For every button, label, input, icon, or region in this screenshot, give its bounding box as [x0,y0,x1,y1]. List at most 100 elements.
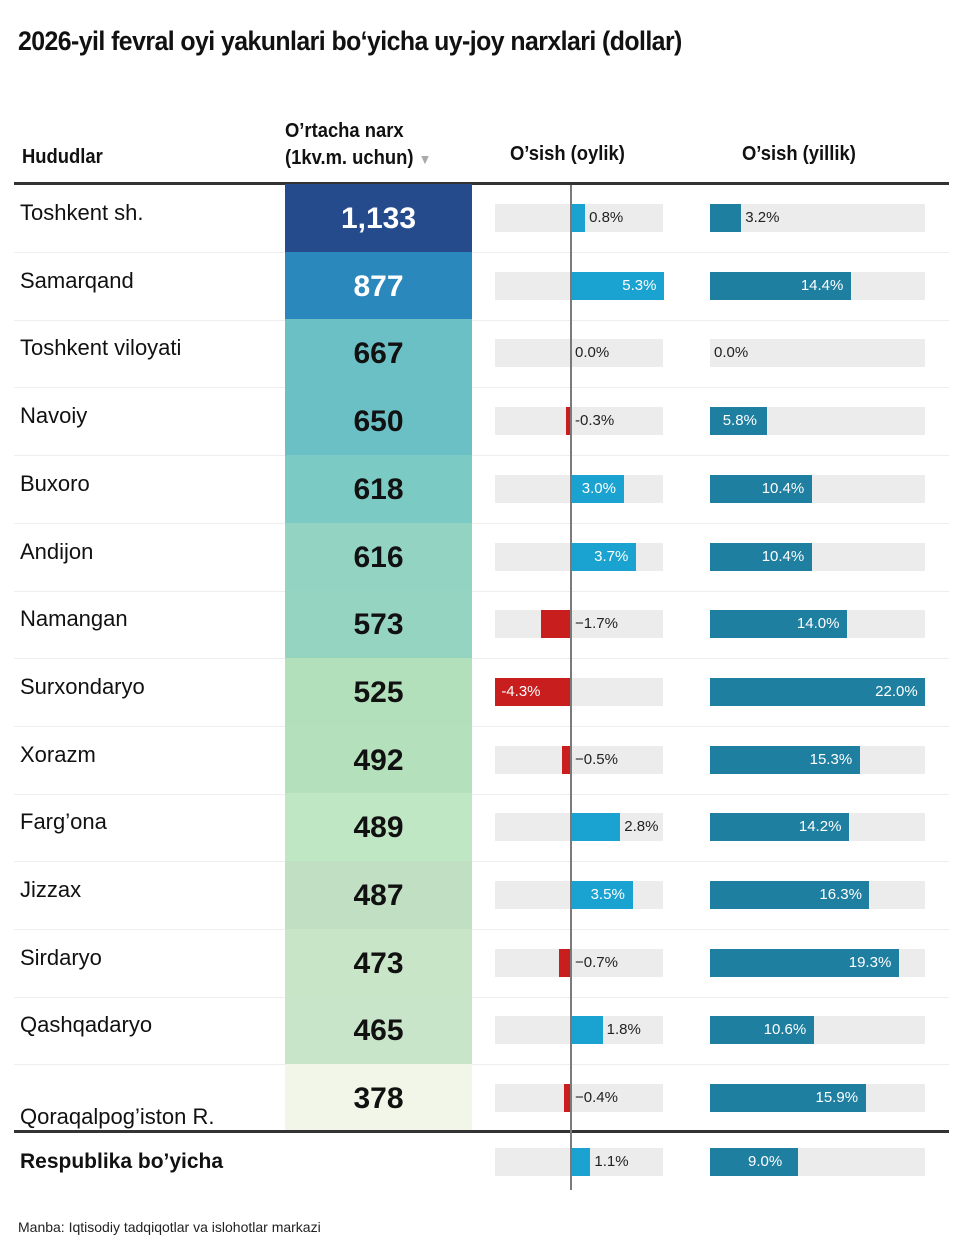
region-name: Toshkent sh. [20,200,144,225]
region-name: Toshkent viloyati [20,335,182,361]
monthly-label: 5.3% [622,276,657,294]
yearly-label: 9.0% [748,1153,783,1170]
region-name: Andijon [20,538,94,564]
header-region: Hududlar [22,146,103,168]
price-cell: 573 [285,590,472,659]
table-row: Sirdaryo 473 [14,928,949,998]
yearly-label: 0.0% [714,344,749,362]
monthly-bar [541,610,571,639]
yearly-bar [710,204,742,232]
yearly-label: 22.0% [875,682,918,700]
monthly-bar [565,407,571,436]
price-cell: 487 [285,861,472,929]
price-cell: 492 [285,725,472,794]
monthly-bar [571,474,624,503]
price-cell: 489 [285,793,472,862]
yearly-bar [710,881,870,909]
monthly-bar [571,1016,603,1045]
region-name: Sirdaryo [20,944,102,970]
region-name: Samarqand [20,267,134,293]
header-price[interactable]: O’rtacha narx (1kv.m. uchun) ▼ [285,118,431,173]
monthly-track [495,407,663,436]
yearly-label: 14.0% [796,615,840,633]
yearly-bar [710,745,860,774]
yearly-label: 3.2% [745,209,780,226]
monthly-bar [571,1148,591,1176]
region-name: Buxoro [20,470,90,496]
monthly-label: −1.7% [575,615,618,633]
header-price-line1: O’rtacha narx [285,120,404,142]
sort-descending-icon[interactable]: ▼ [418,151,432,167]
yearly-bar [710,948,899,977]
table-row: Farg’ona 489 [14,793,949,863]
monthly-track [495,610,663,639]
monthly-label: 1.1% [594,1153,629,1170]
yearly-bar [710,813,849,842]
yearly-track [710,339,925,368]
monthly-label: 3.0% [581,479,616,497]
monthly-label: 3.5% [590,886,625,903]
price-cell: 1,133 [285,184,472,252]
yearly-label: 5.8% [722,412,757,430]
table-row: Qashqadaryo 465 [14,996,949,1066]
yearly-label: 16.3% [819,886,862,903]
table-row: Toshkent sh. 1,133 [14,184,949,253]
yearly-bar [710,1084,866,1113]
monthly-bar [571,813,621,842]
header-monthly: O’sish (oylik) [510,143,625,165]
price-cell: 650 [285,387,472,456]
monthly-track [495,948,663,977]
monthly-label: 1.8% [606,1021,641,1039]
table-row: Namangan 573 [14,590,949,660]
yearly-label: 14.2% [798,818,842,836]
yearly-bar [710,1148,799,1176]
monthly-label: −0.7% [575,953,618,971]
monthly-label: -4.3% [501,682,541,700]
yearly-bar [710,407,767,436]
yearly-label: 10.6% [763,1021,807,1039]
region-name: Namangan [20,606,128,632]
yearly-label: 15.3% [809,750,853,768]
price-cell: 616 [285,522,472,591]
monthly-bar [563,1084,571,1113]
yearly-bar [710,542,812,571]
yearly-bar [710,271,851,300]
monthly-label: −0.4% [575,1089,618,1107]
table-row: Navoiy 650 [14,387,949,457]
monthly-label: −0.5% [575,750,618,768]
total-divider [14,1130,949,1133]
monthly-track [495,339,663,368]
monthly-track [495,745,663,774]
total-label: Respublika bo’yicha [20,1150,224,1173]
table-row: Surxondaryo 525 [14,657,949,727]
monthly-label: 3.7% [594,547,629,565]
yearly-label: 14.4% [800,276,844,294]
monthly-track [495,1084,663,1113]
monthly-label: -0.3% [575,412,615,430]
region-name: Jizzax [20,877,82,902]
header-divider [14,182,949,185]
region-name: Navoiy [20,403,88,429]
monthly-zero-axis [570,185,572,1190]
header-yearly: O’sish (yillik) [742,143,856,165]
table-row: Xorazm 492 [14,725,949,795]
yearly-label: 10.4% [761,547,805,565]
price-cell: 465 [285,996,472,1065]
yearly-bar [710,610,847,639]
price-cell: 667 [285,319,472,388]
region-name: Farg’ona [20,809,107,835]
monthly-label: 0.8% [589,209,624,226]
header-price-line2: (1kv.m. uchun) [285,147,414,169]
chart-title: 2026-yil fevral oyi yakunlari bo‘yicha u… [18,26,682,56]
price-cell: 618 [285,454,472,523]
monthly-bar [558,948,571,977]
monthly-bar [495,677,571,706]
monthly-bar [571,204,586,232]
yearly-label: 15.9% [815,1089,859,1107]
table-row: Toshkent viloyati 667 [14,319,949,389]
monthly-label: 0.0% [575,344,610,362]
monthly-bar [571,881,633,909]
price-cell: 525 [285,657,472,726]
price-cell: 473 [285,928,472,997]
table-row: Buxoro 618 [14,454,949,524]
